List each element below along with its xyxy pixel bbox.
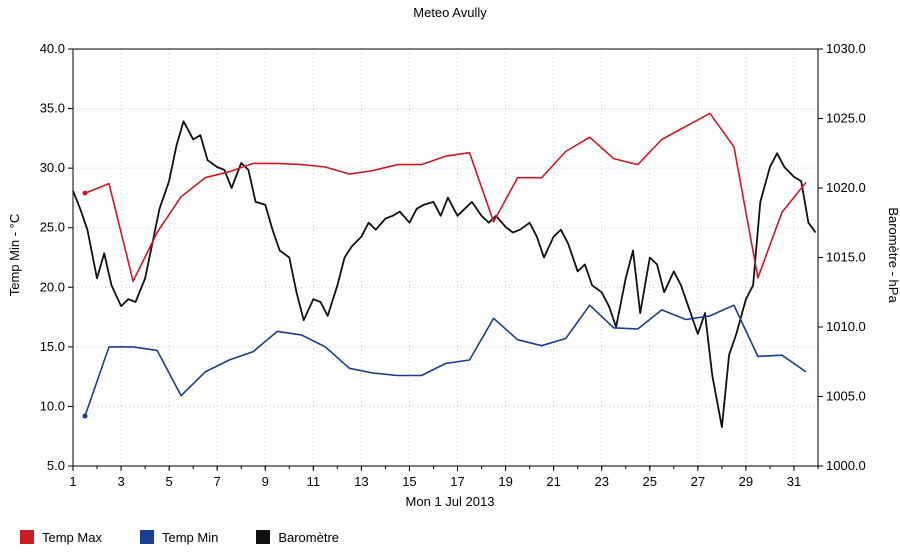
series-line-barom-tre	[72, 120, 817, 429]
x-tick-label: 11	[307, 474, 321, 489]
series-start-point-temp-max	[82, 190, 88, 196]
y-right-tick-label: 1015.0	[826, 250, 866, 265]
x-tick-label: 15	[402, 474, 416, 489]
x-tick-label: 21	[546, 474, 560, 489]
legend: Temp Max Temp Min Baromètre	[20, 528, 377, 546]
legend-item-barometre: Baromètre	[256, 528, 339, 546]
y-left-tick-label: 30.0	[40, 160, 65, 175]
y-axis-left-ticks: 5.0 10.0 15.0 20.0 25.0 30.0 35.0 40.0	[40, 41, 73, 473]
x-tick-label: 3	[117, 474, 124, 489]
y-right-tick-label: 1025.0	[826, 111, 866, 126]
chart-title: Meteo Avully	[413, 5, 487, 20]
y-left-tick-label: 40.0	[40, 41, 65, 56]
legend-label-temp-max: Temp Max	[42, 529, 102, 545]
x-tick-label: 23	[594, 474, 608, 489]
legend-item-temp-min: Temp Min	[139, 528, 219, 546]
x-tick-label: 13	[354, 474, 368, 489]
y-left-tick-label: 20.0	[40, 279, 65, 294]
y-left-tick-label: 10.0	[40, 398, 65, 413]
x-tick-label: 25	[643, 474, 657, 489]
y-right-tick-label: 1000.0	[826, 458, 866, 473]
y-left-tick-label: 35.0	[40, 101, 65, 116]
y-left-tick-label: 15.0	[40, 339, 65, 354]
legend-swatch-barometre	[256, 530, 271, 544]
series-start-point-temp-min	[82, 413, 88, 419]
y-axis-right-ticks: 1000.0 1005.0 1010.0 1015.0 1020.0 1025.0 1030…	[818, 41, 866, 473]
x-tick-label: 31	[787, 474, 801, 489]
x-tick-label: 7	[214, 474, 221, 489]
y-right-tick-label: 1005.0	[826, 389, 866, 404]
series-line-temp-max	[84, 112, 807, 283]
y-axis-left-label: Temp Min - °C	[7, 214, 22, 297]
legend-label-barometre: Baromètre	[278, 529, 340, 545]
x-tick-label: 9	[262, 474, 269, 489]
x-tick-label: 17	[450, 474, 464, 489]
x-axis-label: Mon 1 Jul 2013	[406, 494, 495, 509]
legend-swatch-temp-min	[139, 530, 154, 544]
y-left-tick-label: 25.0	[40, 220, 65, 235]
x-tick-label: 5	[166, 474, 173, 489]
series-layer	[72, 112, 817, 429]
grid	[72, 48, 818, 467]
y-axis-right-label: Baromètre - hPa	[886, 207, 900, 303]
y-left-tick-label: 5.0	[47, 458, 65, 473]
legend-label-temp-min: Temp Min	[161, 529, 219, 545]
legend-swatch-temp-max	[20, 530, 34, 544]
x-tick-label: 29	[739, 474, 753, 489]
y-right-tick-label: 1030.0	[826, 41, 866, 56]
x-tick-label: 19	[498, 474, 512, 489]
y-right-tick-label: 1020.0	[826, 180, 866, 195]
y-right-tick-label: 1010.0	[826, 319, 866, 334]
x-axis-ticks: 1 3 5 7 9 11 13 15 17 19 21 23 25 27 29 31	[69, 466, 819, 489]
legend-item-temp-max: Temp Max	[20, 528, 102, 546]
plot-frame	[72, 48, 819, 467]
x-tick-label: 1	[69, 474, 76, 489]
x-tick-label: 27	[691, 474, 705, 489]
series-line-temp-min	[84, 304, 807, 417]
